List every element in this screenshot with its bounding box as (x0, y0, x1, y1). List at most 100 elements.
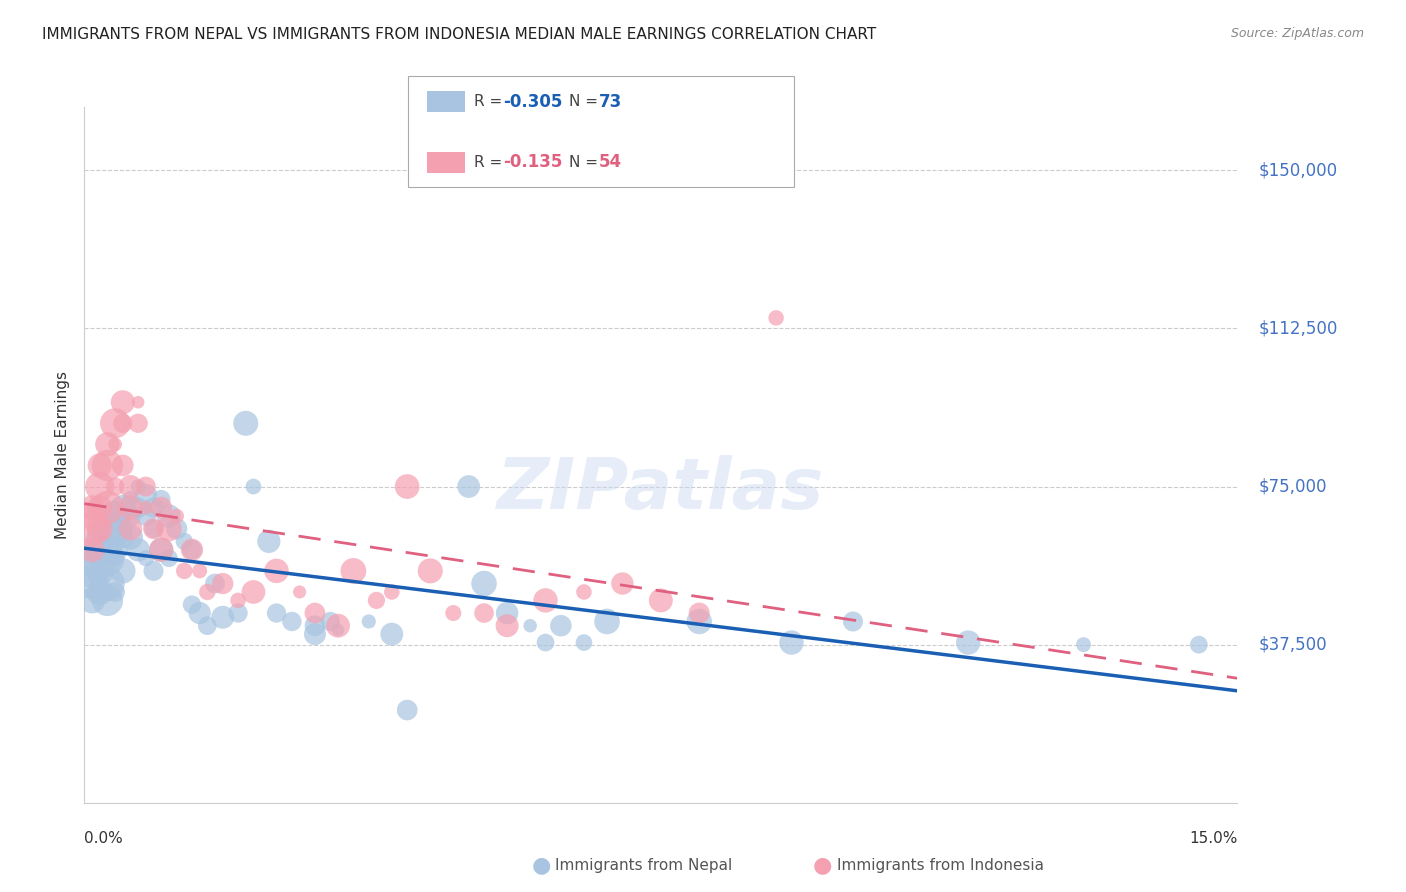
Text: $37,500: $37,500 (1258, 636, 1327, 654)
Point (596, 615, 619, 629)
Point (89, 542, 111, 557)
Point (120, 530, 142, 544)
Point (96, 437, 118, 451)
Point (366, 593, 388, 607)
Text: -0.305: -0.305 (503, 93, 562, 111)
Text: ●: ● (813, 855, 832, 875)
Point (89, 534, 111, 549)
Point (226, 593, 249, 607)
Point (89, 458, 111, 473)
Point (150, 542, 173, 557)
Point (127, 479, 149, 493)
Point (150, 500, 173, 515)
Point (111, 513, 134, 527)
Point (111, 417, 134, 431)
Point (181, 598, 204, 612)
Point (211, 576, 233, 591)
Point (150, 542, 173, 557)
Point (142, 500, 165, 515)
Point (80, 542, 103, 557)
Point (80, 564, 103, 578)
Point (96, 458, 118, 473)
Point (326, 623, 349, 637)
Point (96, 542, 118, 557)
Point (519, 618, 541, 632)
Point (142, 522, 165, 536)
Point (765, 310, 787, 325)
Point (181, 542, 204, 557)
Text: Immigrants from Nepal: Immigrants from Nepal (555, 858, 733, 872)
Point (780, 635, 803, 649)
Point (1073, 638, 1095, 652)
Point (89, 500, 111, 515)
Point (104, 479, 127, 493)
Point (688, 606, 710, 620)
Point (211, 610, 233, 624)
Point (188, 606, 211, 620)
Point (242, 585, 264, 599)
Point (957, 635, 980, 649)
Point (96, 500, 118, 515)
Point (472, 606, 495, 620)
Point (326, 618, 349, 632)
Point (266, 606, 288, 620)
Point (157, 551, 180, 566)
Point (80, 522, 103, 536)
Point (288, 585, 311, 599)
Point (1188, 638, 1211, 652)
Point (226, 606, 249, 620)
Point (89, 479, 111, 493)
Point (319, 615, 342, 629)
Point (441, 606, 464, 620)
Text: 73: 73 (599, 93, 623, 111)
Point (80, 551, 103, 566)
Point (166, 522, 188, 536)
Point (304, 627, 326, 641)
Text: N =: N = (569, 95, 603, 109)
Point (80, 500, 103, 515)
Point (381, 585, 404, 599)
Text: -0.135: -0.135 (503, 153, 562, 171)
Point (89, 564, 111, 578)
Point (80, 576, 103, 591)
Point (572, 585, 595, 599)
Text: $75,000: $75,000 (1258, 477, 1327, 496)
Point (188, 564, 211, 578)
Text: ●: ● (531, 855, 551, 875)
Point (127, 542, 149, 557)
Point (135, 500, 157, 515)
Point (135, 479, 157, 493)
Text: N =: N = (569, 155, 603, 169)
Point (96, 593, 118, 607)
Point (204, 576, 226, 591)
Point (127, 417, 149, 431)
Point (381, 627, 404, 641)
Point (104, 585, 127, 599)
Point (111, 564, 134, 578)
Point (96, 576, 118, 591)
Point (419, 564, 441, 578)
Point (281, 615, 304, 629)
Point (120, 500, 142, 515)
Point (472, 576, 495, 591)
Point (195, 585, 218, 599)
Point (304, 606, 326, 620)
Point (357, 615, 380, 629)
Text: 15.0%: 15.0% (1189, 830, 1237, 846)
Point (304, 618, 326, 632)
Point (104, 417, 127, 431)
Point (235, 417, 257, 431)
Point (688, 615, 710, 629)
Point (80, 593, 103, 607)
Point (266, 564, 288, 578)
Y-axis label: Median Male Earnings: Median Male Earnings (55, 371, 70, 539)
Point (89, 522, 111, 536)
Point (534, 635, 557, 649)
Point (142, 522, 165, 536)
Point (342, 564, 364, 578)
Point (127, 500, 149, 515)
Point (104, 522, 127, 536)
Point (104, 551, 127, 566)
Point (396, 479, 419, 493)
Point (135, 509, 157, 524)
